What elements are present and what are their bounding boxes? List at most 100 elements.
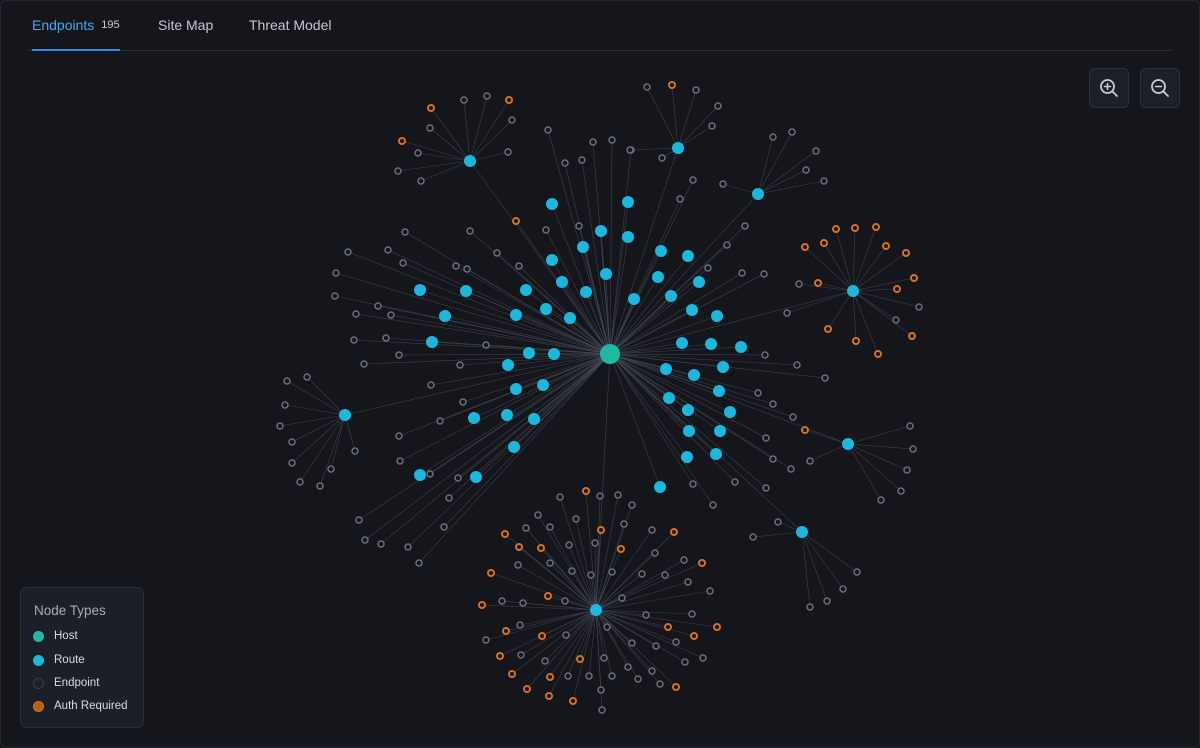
endpoint-node[interactable]: [483, 92, 491, 100]
route-node[interactable]: [414, 284, 426, 296]
auth-endpoint-node[interactable]: [508, 670, 516, 678]
endpoint-node[interactable]: [643, 83, 651, 91]
endpoint-node[interactable]: [460, 96, 468, 104]
route-node[interactable]: [414, 469, 426, 481]
endpoint-node[interactable]: [493, 249, 501, 257]
endpoint-node[interactable]: [628, 639, 636, 647]
tab-threat-model[interactable]: Threat Model: [249, 0, 331, 50]
endpoint-node[interactable]: [708, 122, 716, 130]
endpoint-node[interactable]: [672, 638, 680, 646]
route-node[interactable]: [652, 271, 664, 283]
endpoint-node[interactable]: [714, 102, 722, 110]
auth-endpoint-node[interactable]: [427, 104, 435, 112]
endpoint-node[interactable]: [562, 631, 570, 639]
endpoint-node[interactable]: [517, 651, 525, 659]
endpoint-node[interactable]: [542, 226, 550, 234]
endpoint-node[interactable]: [624, 663, 632, 671]
endpoint-node[interactable]: [769, 400, 777, 408]
route-node[interactable]: [711, 310, 723, 322]
endpoint-node[interactable]: [377, 540, 385, 548]
endpoint-node[interactable]: [788, 128, 796, 136]
endpoint-node[interactable]: [839, 585, 847, 593]
endpoint-node[interactable]: [534, 511, 542, 519]
endpoint-node[interactable]: [706, 587, 714, 595]
endpoint-node[interactable]: [283, 377, 291, 385]
route-node[interactable]: [713, 385, 725, 397]
endpoint-node[interactable]: [374, 302, 382, 310]
auth-endpoint-node[interactable]: [515, 543, 523, 551]
endpoint-node[interactable]: [769, 455, 777, 463]
route-node[interactable]: [439, 310, 451, 322]
auth-endpoint-node[interactable]: [487, 569, 495, 577]
endpoint-node[interactable]: [793, 361, 801, 369]
endpoint-node[interactable]: [761, 351, 769, 359]
endpoint-node[interactable]: [684, 578, 692, 586]
endpoint-node[interactable]: [281, 401, 289, 409]
route-node[interactable]: [546, 198, 558, 210]
endpoint-node[interactable]: [692, 86, 700, 94]
auth-endpoint-node[interactable]: [512, 217, 520, 225]
auth-endpoint-node[interactable]: [893, 285, 901, 293]
route-node[interactable]: [564, 312, 576, 324]
route-node[interactable]: [660, 363, 672, 375]
auth-endpoint-node[interactable]: [496, 652, 504, 660]
auth-endpoint-node[interactable]: [478, 601, 486, 609]
auth-endpoint-node[interactable]: [597, 526, 605, 534]
route-node[interactable]: [705, 338, 717, 350]
endpoint-node[interactable]: [351, 447, 359, 455]
endpoint-node[interactable]: [578, 156, 586, 164]
route-node[interactable]: [622, 231, 634, 243]
endpoint-node[interactable]: [603, 623, 611, 631]
endpoint-node[interactable]: [463, 265, 471, 273]
route-node[interactable]: [502, 359, 514, 371]
route-node[interactable]: [847, 285, 859, 297]
endpoint-node[interactable]: [288, 459, 296, 467]
endpoint-node[interactable]: [516, 621, 524, 629]
endpoint-node[interactable]: [417, 177, 425, 185]
auth-endpoint-node[interactable]: [801, 243, 809, 251]
route-node[interactable]: [622, 196, 634, 208]
endpoint-node[interactable]: [699, 654, 707, 662]
route-node[interactable]: [682, 250, 694, 262]
endpoint-node[interactable]: [634, 675, 642, 683]
route-node[interactable]: [724, 406, 736, 418]
auth-endpoint-node[interactable]: [713, 623, 721, 631]
endpoint-node[interactable]: [296, 478, 304, 486]
endpoint-node[interactable]: [620, 520, 628, 528]
endpoint-node[interactable]: [332, 269, 340, 277]
route-node[interactable]: [464, 155, 476, 167]
endpoint-node[interactable]: [522, 524, 530, 532]
endpoint-node[interactable]: [741, 222, 749, 230]
endpoint-node[interactable]: [401, 228, 409, 236]
endpoint-node[interactable]: [316, 482, 324, 490]
endpoint-node[interactable]: [352, 310, 360, 318]
route-node[interactable]: [655, 245, 667, 257]
endpoint-node[interactable]: [704, 264, 712, 272]
route-node[interactable]: [501, 409, 513, 421]
endpoint-node[interactable]: [399, 259, 407, 267]
auth-endpoint-node[interactable]: [908, 332, 916, 340]
endpoint-node[interactable]: [596, 492, 604, 500]
endpoint-node[interactable]: [680, 556, 688, 564]
endpoint-node[interactable]: [303, 373, 311, 381]
endpoint-node[interactable]: [331, 292, 339, 300]
endpoint-node[interactable]: [565, 541, 573, 549]
endpoint-node[interactable]: [288, 438, 296, 446]
endpoint-node[interactable]: [482, 636, 490, 644]
endpoint-node[interactable]: [561, 159, 569, 167]
route-node[interactable]: [537, 379, 549, 391]
endpoint-node[interactable]: [394, 167, 402, 175]
route-node[interactable]: [468, 412, 480, 424]
auth-endpoint-node[interactable]: [569, 697, 577, 705]
auth-endpoint-node[interactable]: [538, 632, 546, 640]
endpoint-node[interactable]: [395, 351, 403, 359]
endpoint-node[interactable]: [585, 672, 593, 680]
endpoint-node[interactable]: [452, 262, 460, 270]
endpoint-node[interactable]: [515, 262, 523, 270]
route-node[interactable]: [510, 383, 522, 395]
route-node[interactable]: [628, 293, 640, 305]
endpoint-node[interactable]: [614, 491, 622, 499]
endpoint-node[interactable]: [906, 422, 914, 430]
endpoint-node[interactable]: [754, 389, 762, 397]
endpoint-node[interactable]: [709, 501, 717, 509]
